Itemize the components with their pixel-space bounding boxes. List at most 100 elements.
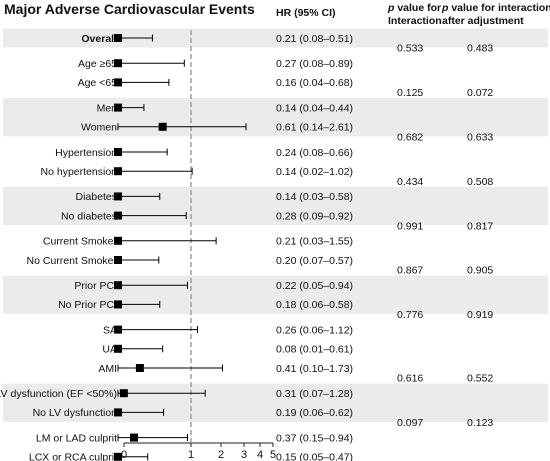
row-label: Hypertension (55, 147, 117, 159)
hr-ci-text: 0.37 (0.15–0.94) (276, 432, 353, 444)
group-band (3, 98, 548, 137)
hr-point (114, 256, 122, 264)
hr-ci-text: 0.14 (0.02–1.02) (276, 166, 353, 178)
hr-point (114, 236, 122, 245)
p-interaction-italic-p: p (387, 2, 395, 14)
hr-point (114, 211, 123, 220)
row-label: Current Smoker (43, 236, 118, 248)
hr-column-header: HR (95% CI) (276, 7, 336, 19)
hr-point (114, 344, 122, 353)
row-label: No hypertension (41, 166, 118, 178)
p-adjusted-value: 0.072 (467, 87, 493, 99)
hr-ci-text: 0.22 (0.05–0.94) (276, 280, 353, 292)
row-label: No diabetes (61, 210, 117, 222)
p-interaction-header-rest: value for (394, 2, 441, 14)
hr-ci-text: 0.28 (0.09–0.92) (276, 210, 353, 222)
p-interaction-value: 0.533 (397, 43, 423, 55)
p-adjusted-value: 0.508 (467, 176, 493, 188)
hr-point (114, 192, 122, 201)
hr-point (114, 148, 122, 156)
p-adjusted-value: 0.817 (467, 220, 493, 232)
row-label: No LV dysfunction (33, 407, 118, 419)
forest-rows: Overall 0.21 (0.08–0.51) Age ≥65 0.27 (0.08… (0, 33, 353, 461)
p-interaction-value: 0.434 (397, 176, 423, 188)
p-adjusted-header-line1: p value for interaction (441, 2, 550, 14)
hr-point (114, 452, 122, 461)
row-label: AMI (98, 363, 117, 375)
p-adjusted-value: 0.123 (467, 417, 493, 429)
p-interaction-value: 0.682 (397, 132, 423, 144)
hr-ci-text: 0.26 (0.06–1.12) (276, 324, 353, 336)
hr-ci-text: 0.31 (0.07–1.28) (276, 388, 353, 400)
hr-point (114, 59, 122, 68)
row-bands (3, 28, 548, 422)
p-adjusted-italic-p: p (441, 2, 449, 14)
row-label: Age ≥65 (78, 58, 117, 70)
p-adjusted-value: 0.919 (467, 309, 493, 321)
row-label: Age <65 (78, 77, 118, 89)
hr-point (114, 103, 122, 112)
group-band (3, 28, 548, 48)
x-tick-label: 0 (121, 449, 127, 461)
hr-point (130, 433, 139, 442)
hr-ci-text: 0.08 (0.01–0.61) (276, 344, 353, 356)
hr-point (135, 364, 144, 372)
row-label: Prior PCI (74, 280, 117, 292)
p-interaction-value: 0.991 (397, 220, 423, 232)
p-value-cells: 0.533 0.483 0.125 0.072 0.682 0.633 0.434 0.508… (397, 43, 493, 429)
row-label: No Prior PCI (58, 299, 117, 311)
p-adjusted-value: 0.552 (467, 373, 493, 385)
hr-ci-text: 0.41 (0.10–1.73) (276, 363, 353, 375)
chart-title: Major Adverse Cardiovascular Events (4, 1, 255, 17)
p-adjusted-header-rest: value for interaction (448, 2, 550, 14)
row-label: Overall (81, 33, 117, 45)
row-label: UA (102, 344, 117, 356)
x-tick-label: 1 (188, 449, 194, 461)
p-interaction-value: 0.097 (397, 417, 423, 429)
p-interaction-value: 0.616 (397, 373, 423, 385)
row-label: LCX or RCA culprit (29, 452, 117, 461)
p-adjusted-value: 0.905 (467, 265, 493, 277)
row-label: Men (97, 102, 118, 114)
x-tick-label: 5 (270, 449, 276, 461)
row-label: Diabetes (76, 191, 117, 203)
p-interaction-header-line1: p value for (387, 2, 441, 14)
hr-point (114, 281, 122, 290)
group-band (3, 275, 548, 314)
hr-ci-text: 0.27 (0.08–0.89) (276, 58, 353, 70)
row-label: No Current Smoker (27, 255, 118, 267)
hr-ci-text: 0.21 (0.08–0.51) (276, 33, 353, 45)
p-adjusted-value: 0.483 (467, 43, 493, 55)
x-tick-label: 3 (241, 449, 247, 461)
hr-ci-text: 0.61 (0.14–2.61) (276, 122, 353, 134)
p-interaction-value: 0.125 (397, 87, 423, 99)
row-label: LM or LAD culprit (36, 432, 117, 444)
row-label: SA (103, 324, 117, 336)
hr-point (158, 122, 167, 131)
p-interaction-value: 0.776 (397, 309, 423, 321)
p-interaction-value: 0.867 (397, 265, 423, 277)
row-label: LV dysfunction (EF <50%) (0, 388, 117, 400)
hr-point (114, 34, 122, 42)
row-label: Women (81, 122, 117, 134)
hr-ci-text: 0.16 (0.04–0.68) (276, 77, 353, 89)
hr-point (114, 78, 122, 87)
hr-ci-text: 0.24 (0.08–0.66) (276, 147, 353, 159)
x-tick-label: 2 (218, 449, 224, 461)
group-band (3, 186, 548, 226)
hr-point (114, 325, 122, 334)
hr-point (114, 167, 122, 176)
p-adjusted-header-line2: after adjustment (442, 15, 524, 27)
hr-point (114, 300, 122, 309)
hr-ci-text: 0.18 (0.06–0.58) (276, 299, 353, 311)
hr-ci-text: 0.15 (0.05–0.47) (276, 452, 353, 461)
hr-ci-text: 0.14 (0.03–0.58) (276, 191, 353, 203)
p-adjusted-value: 0.633 (467, 132, 493, 144)
hr-point (119, 389, 128, 398)
hr-ci-text: 0.14 (0.04–0.44) (276, 102, 353, 114)
group-band (3, 383, 548, 422)
hr-ci-text: 0.21 (0.03–1.55) (276, 236, 353, 248)
hr-ci-text: 0.19 (0.06–0.62) (276, 407, 353, 419)
